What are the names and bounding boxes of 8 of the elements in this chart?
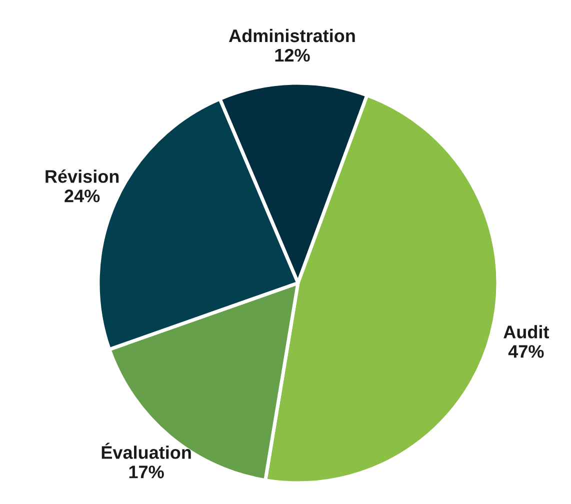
slice-label: Administration <box>228 28 355 42</box>
data-label: 12% <box>275 48 310 62</box>
data-label: 24% <box>64 190 100 202</box>
slice-label: Audit <box>504 325 550 338</box>
data-label: 47% <box>508 345 544 358</box>
slice-label: Révision <box>46 169 119 183</box>
data-label: 17% <box>129 466 164 478</box>
slice-label: Évaluation <box>102 442 191 459</box>
